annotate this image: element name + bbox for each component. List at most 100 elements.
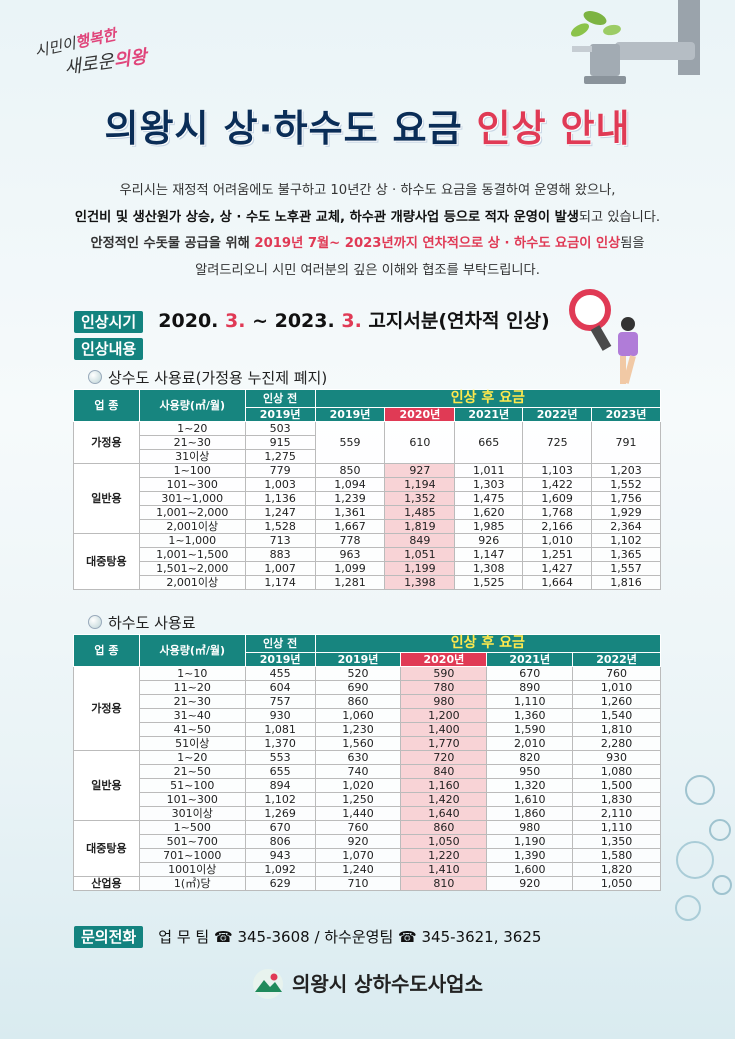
rate-cell: 1,560 xyxy=(314,736,402,751)
rate-cell: 1,250 xyxy=(314,792,402,807)
rate-cell: 1,770 xyxy=(400,736,488,751)
header-year: 2022년 xyxy=(522,407,593,422)
water-bubbles-decoration xyxy=(675,775,732,921)
header-before: 인상 전 xyxy=(244,634,316,653)
rate-cell: 760 xyxy=(572,666,661,681)
rate-cell: 1,011 xyxy=(454,463,524,478)
magnifier-illustration xyxy=(569,289,638,384)
header-before: 인상 전 xyxy=(244,389,316,408)
page-title: 의왕시 상·하수도 요금 인상 안내 xyxy=(0,98,735,152)
rate-cell: 720 xyxy=(400,750,488,765)
before-cell: 806 xyxy=(244,834,316,849)
header-usage: 사용량(㎥/월) xyxy=(138,634,246,667)
usage-cell: 21~30 xyxy=(138,435,246,450)
rate-cell: 1,050 xyxy=(400,834,488,849)
rate-cell: 1,985 xyxy=(454,519,524,534)
header-after: 인상 후 요금 xyxy=(314,389,662,408)
header-year: 2020년 xyxy=(384,407,456,422)
rate-cell: 1,768 xyxy=(522,505,593,520)
slogan-text: 새로운 xyxy=(63,50,116,79)
before-cell: 1,528 xyxy=(244,519,316,534)
rate-cell: 1,194 xyxy=(384,477,456,492)
bullet-icon xyxy=(88,615,102,629)
title-highlight: 인상 안내 xyxy=(476,107,631,150)
rate-cell: 849 xyxy=(384,533,456,548)
table-row: 21~50 655 740 840 950 1,080 xyxy=(74,764,661,779)
header-year: 2020년 xyxy=(400,652,488,667)
rate-cell: 1,816 xyxy=(591,575,661,590)
sewer-section-title: 하수도 사용료 xyxy=(88,612,196,633)
rate-cell: 1,160 xyxy=(400,778,488,793)
rate-cell: 1,060 xyxy=(314,708,402,723)
intro-line-2-bold: 인건비 및 생산원가 상승, 상 · 수도 노후관 교체, 하수관 개량사업 등… xyxy=(74,210,579,225)
bullet-icon xyxy=(88,370,102,384)
usage-cell: 51이상 xyxy=(138,736,246,751)
rate-cell: 1,427 xyxy=(522,561,593,576)
rate-cell: 963 xyxy=(314,547,386,562)
city-slogan-logo: 시민이행복한 새로운의왕 xyxy=(28,26,168,82)
rate-cell: 1,020 xyxy=(314,778,402,793)
before-cell: 670 xyxy=(244,820,316,835)
before-cell: 1,081 xyxy=(244,722,316,737)
usage-cell: 1,501~2,000 xyxy=(138,561,246,576)
rate-cell: 1,308 xyxy=(454,561,524,576)
table-row: 산업용 1(㎥)당 629 710 810 920 1,050 xyxy=(73,876,661,891)
table-row: 1,001~1,500 883 963 1,051 1,147 1,251 1,365 xyxy=(74,547,661,562)
rate-cell: 1,203 xyxy=(591,463,661,478)
before-cell: 894 xyxy=(244,778,316,793)
table-row: 101~300 1,003 1,094 1,194 1,303 1,422 1,552 xyxy=(74,477,661,492)
header-year: 2019년 xyxy=(244,407,316,422)
rate-cell: 1,094 xyxy=(314,477,386,492)
rate-cell: 980 xyxy=(486,820,574,835)
table-row: 31~40 930 1,060 1,200 1,360 1,540 xyxy=(74,708,661,723)
rate-cell: 1,099 xyxy=(314,561,386,576)
usage-cell: 301이상 xyxy=(138,806,246,821)
category-cell: 가정용 xyxy=(73,421,140,464)
rate-cell: 2,010 xyxy=(486,736,574,751)
before-cell: 455 xyxy=(244,666,316,681)
usage-cell: 41~50 xyxy=(138,722,246,737)
title-main: 의왕시 상·하수도 요금 xyxy=(104,107,477,150)
rate-cell: 860 xyxy=(314,694,402,709)
period-label: 인상시기 xyxy=(74,311,144,333)
period-text: 고지서분(연차적 인상) xyxy=(361,310,550,332)
table-row: 301~1,000 1,136 1,239 1,352 1,475 1,609 1,756 xyxy=(74,491,661,506)
rate-cell: 926 xyxy=(454,533,524,548)
header-year: 2021년 xyxy=(454,407,524,422)
before-cell: 1,003 xyxy=(244,477,316,492)
table-row: 11~20 604 690 780 890 1,010 xyxy=(74,680,661,695)
intro-line-4: 알려드리오니 시민 여러분의 깊은 이해와 협조를 부탁드립니다. xyxy=(195,263,540,278)
table-row: 501~700 806 920 1,050 1,190 1,350 xyxy=(74,834,661,849)
rate-cell: 1,640 xyxy=(400,806,488,821)
before-cell: 883 xyxy=(244,547,316,562)
rate-cell: 860 xyxy=(400,820,488,835)
faucet-illustration xyxy=(570,0,700,84)
rate-cell: 1,365 xyxy=(591,547,661,562)
rate-cell: 950 xyxy=(486,764,574,779)
rate-cell: 1,525 xyxy=(454,575,524,590)
sewer-title-text: 하수도 사용료 xyxy=(108,614,196,632)
usage-cell: 1,001~1,500 xyxy=(138,547,246,562)
before-cell: 915 xyxy=(244,435,316,450)
table-row: 2,001이상 1,528 1,667 1,819 1,985 2,166 2,364 xyxy=(74,519,661,534)
content-row: 인상내용 xyxy=(74,338,144,360)
usage-cell: 1~100 xyxy=(138,463,246,478)
before-cell: 1,136 xyxy=(244,491,316,506)
rate-cell: 670 xyxy=(486,666,574,681)
rate-cell: 1,485 xyxy=(384,505,456,520)
rate-cell: 2,280 xyxy=(572,736,661,751)
rate-cell: 740 xyxy=(314,764,402,779)
rate-cell: 778 xyxy=(314,533,386,548)
rate-cell: 1,667 xyxy=(314,519,386,534)
rate-cell: 665 xyxy=(454,421,524,464)
header-usage: 사용량(㎥/월) xyxy=(138,389,246,422)
header-year: 2023년 xyxy=(591,407,661,422)
rate-cell: 1,440 xyxy=(314,806,402,821)
content-label: 인상내용 xyxy=(74,338,144,360)
usage-cell: 1~20 xyxy=(138,421,246,436)
table-row: 101~300 1,102 1,250 1,420 1,610 1,830 xyxy=(74,792,661,807)
rate-cell: 760 xyxy=(314,820,402,835)
rate-cell: 1,400 xyxy=(400,722,488,737)
rate-cell: 2,110 xyxy=(572,806,661,821)
rate-cell: 590 xyxy=(400,666,488,681)
